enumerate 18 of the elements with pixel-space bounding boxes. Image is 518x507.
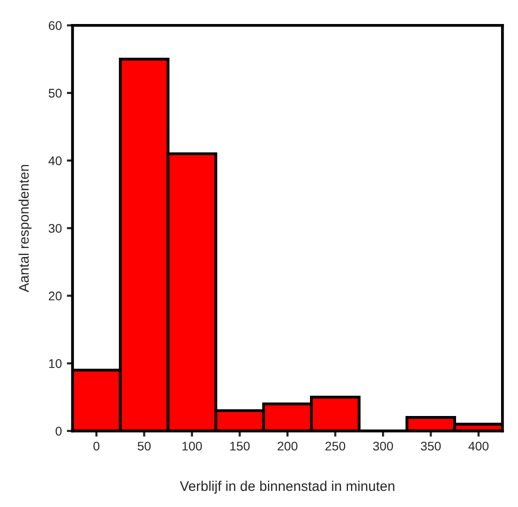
y-tick-label: 30 (48, 224, 62, 233)
y-axis-title: Aantal respondenten (18, 164, 32, 292)
x-tick-label: 200 (278, 442, 298, 451)
x-tick-label: 50 (138, 442, 151, 451)
x-tick-label: 400 (468, 442, 489, 451)
x-tick-label: 100 (182, 442, 202, 451)
x-tick-label: 150 (230, 442, 250, 451)
y-tick-label: 40 (48, 156, 62, 166)
y-tick-label: 50 (48, 88, 62, 98)
y-tick-label: 20 (48, 292, 62, 300)
x-tick-label: 0 (93, 442, 100, 451)
y-tick-label: 10 (49, 359, 62, 368)
x-tick-label: 250 (325, 442, 346, 451)
x-tick-label: 300 (373, 442, 393, 451)
y-tick-label: 0 (56, 426, 62, 436)
x-tick-label: 350 (420, 442, 441, 451)
y-tick-label: 60 (48, 21, 62, 30)
x-axis-title: Verblijf in de binnenstad in minuten (180, 480, 394, 494)
